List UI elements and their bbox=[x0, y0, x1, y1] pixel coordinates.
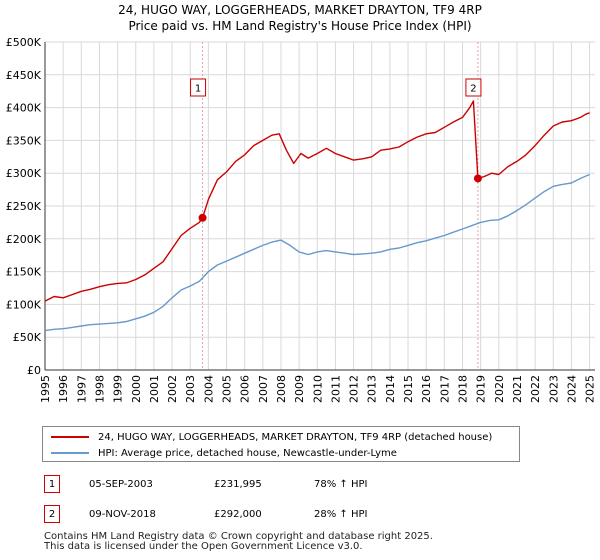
sale-date: 09-NOV-2018 bbox=[89, 509, 156, 520]
legend-item-hpi: HPI: Average price, detached house, Newc… bbox=[51, 445, 397, 461]
x-tick-label: 2021 bbox=[511, 375, 524, 403]
x-tick-label: 2017 bbox=[438, 375, 451, 403]
legend: 24, HUGO WAY, LOGGERHEADS, MARKET DRAYTO… bbox=[42, 426, 520, 462]
chart-title-address: 24, HUGO WAY, LOGGERHEADS, MARKET DRAYTO… bbox=[118, 3, 482, 17]
x-tick-label: 2024 bbox=[565, 375, 578, 403]
series-lines bbox=[44, 100, 590, 332]
x-tick-label: 2000 bbox=[130, 375, 143, 403]
sale-hpi-change: 28% ↑ HPI bbox=[314, 509, 368, 520]
x-tick-label: 2002 bbox=[166, 375, 179, 403]
x-tick-label: 2001 bbox=[148, 375, 161, 403]
y-tick-label: £0 bbox=[27, 364, 41, 377]
x-tick-label: 2019 bbox=[475, 375, 488, 403]
sale-point bbox=[473, 174, 482, 183]
x-tick-label: 2016 bbox=[420, 375, 433, 403]
x-tick-label: 2015 bbox=[402, 375, 415, 403]
x-tick-label: 2011 bbox=[329, 375, 342, 403]
x-tick-label: 2007 bbox=[257, 375, 270, 403]
y-tick-label: £500K bbox=[6, 36, 42, 49]
y-tick-label: £450K bbox=[6, 69, 42, 82]
footer: Contains HM Land Registry data © Crown c… bbox=[44, 532, 433, 552]
x-tick-label: 2009 bbox=[293, 375, 306, 403]
footer-copyright: Contains HM Land Registry data © Crown c… bbox=[44, 531, 433, 542]
x-tick-label: 2013 bbox=[366, 375, 379, 403]
sale-date: 05-SEP-2003 bbox=[89, 479, 153, 490]
legend-item-property: 24, HUGO WAY, LOGGERHEADS, MARKET DRAYTO… bbox=[51, 429, 492, 445]
x-tick-label: 2005 bbox=[221, 375, 234, 403]
sale-number-badge: 1 bbox=[44, 475, 60, 493]
x-tick-label: 1997 bbox=[75, 375, 88, 403]
x-tick-label: 2018 bbox=[456, 375, 469, 403]
x-tick-label: 2010 bbox=[311, 375, 324, 403]
x-tick-label: 1995 bbox=[39, 375, 52, 403]
sale-marker-label: 1 bbox=[195, 84, 201, 95]
y-tick-label: £250K bbox=[6, 200, 42, 213]
legend-swatch-property bbox=[51, 436, 89, 438]
property-price-line bbox=[44, 100, 590, 302]
sale-marker-box bbox=[190, 78, 207, 97]
sale-marker-label: 2 bbox=[470, 84, 476, 95]
x-tick-label: 2014 bbox=[384, 375, 397, 403]
sale-point bbox=[198, 213, 207, 222]
x-tick-label: 1998 bbox=[93, 375, 106, 403]
sale-number-badge: 2 bbox=[44, 505, 60, 523]
legend-label-property: 24, HUGO WAY, LOGGERHEADS, MARKET DRAYTO… bbox=[98, 431, 493, 443]
legend-swatch-hpi bbox=[51, 452, 89, 454]
y-tick-label: £300K bbox=[6, 167, 42, 180]
chart-subtitle: Price paid vs. HM Land Registry's House … bbox=[128, 19, 472, 33]
x-tick-label: 2004 bbox=[202, 375, 215, 403]
sale-marker-box bbox=[465, 78, 482, 97]
y-tick-label: £400K bbox=[6, 102, 42, 115]
y-tick-label: £150K bbox=[6, 266, 42, 279]
y-tick-label: £100K bbox=[6, 298, 42, 311]
sale-price: £292,000 bbox=[214, 509, 262, 520]
sale-points bbox=[198, 174, 482, 222]
hpi-line bbox=[44, 173, 590, 332]
x-tick-label: 2006 bbox=[239, 375, 252, 403]
x-tick-label: 2003 bbox=[184, 375, 197, 403]
x-tick-label: 1996 bbox=[57, 375, 70, 403]
x-tick-label: 2023 bbox=[547, 375, 560, 403]
grid-lines bbox=[44, 41, 595, 371]
y-tick-label: £50K bbox=[13, 331, 42, 344]
y-tick-label: £200K bbox=[6, 233, 42, 246]
x-tick-label: 2025 bbox=[584, 375, 597, 403]
x-tick-label: 2022 bbox=[529, 375, 542, 403]
legend-label-hpi: HPI: Average price, detached house, Newc… bbox=[98, 447, 397, 459]
y-tick-label: £350K bbox=[6, 134, 42, 147]
sale-price: £231,995 bbox=[214, 479, 262, 490]
x-tick-label: 2020 bbox=[493, 375, 506, 403]
x-tick-label: 1999 bbox=[112, 375, 125, 403]
x-tick-label: 2008 bbox=[275, 375, 288, 403]
sale-hpi-change: 78% ↑ HPI bbox=[314, 479, 368, 490]
tick-labels: £0 £50K £100K £150K £200K £250K £300K £350K £400… bbox=[6, 36, 597, 403]
axes bbox=[44, 42, 595, 371]
x-tick-label: 2012 bbox=[348, 375, 361, 403]
footer-licence: This data is licensed under the Open Gov… bbox=[44, 541, 363, 552]
